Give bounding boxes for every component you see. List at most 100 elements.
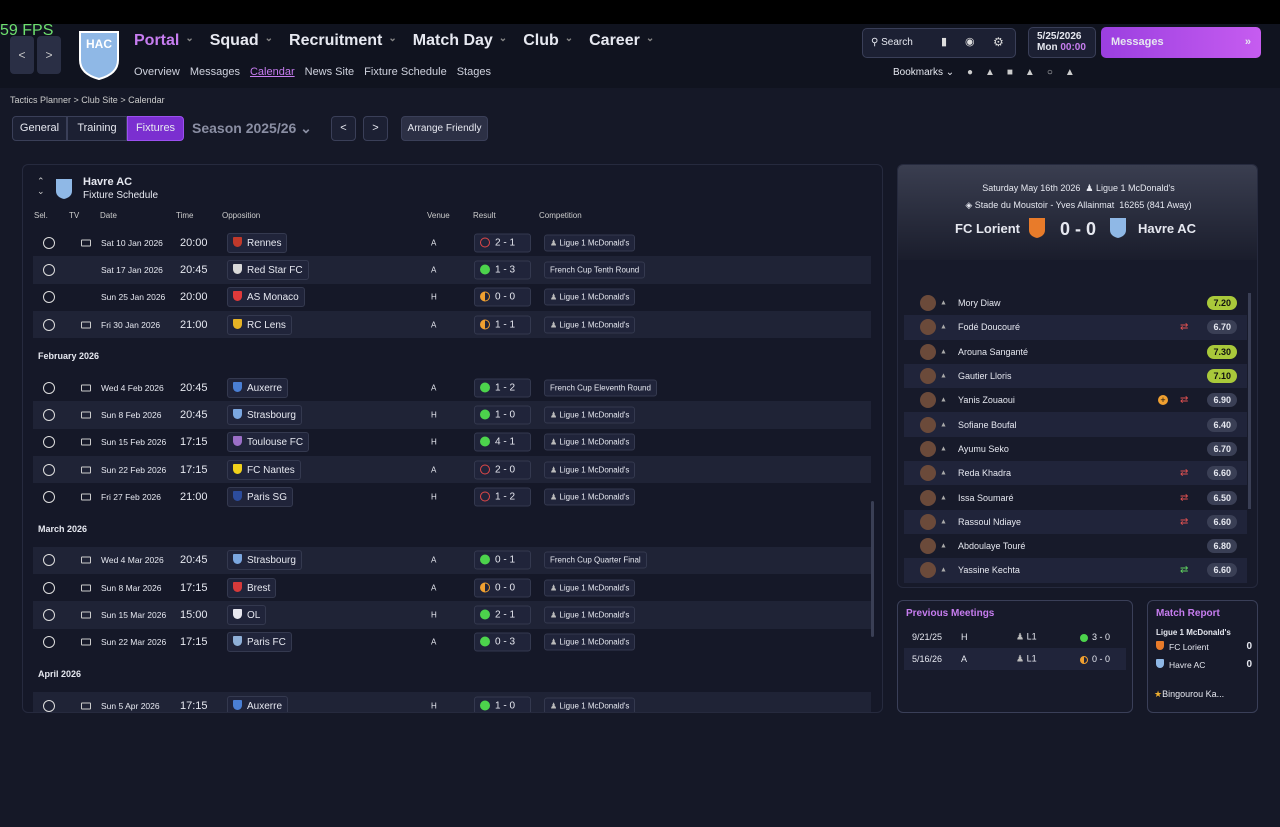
bookmark-button[interactable]: ▮ [941, 36, 948, 48]
select-radio[interactable] [43, 608, 55, 621]
fixture-row[interactable]: Sun 8 Mar 2026 17:15 Brest A 0 - 0 ♟ Ligue 1 … [33, 574, 871, 601]
subnav-item[interactable]: Messages [189, 66, 240, 78]
nav-item[interactable]: Recruitment [289, 32, 397, 50]
select-radio[interactable] [43, 318, 55, 331]
fixture-row[interactable]: Sun 22 Mar 2026 17:15 Paris FC A 0 - 3 ♟ Ligu… [33, 629, 871, 656]
fixture-row[interactable]: Sun 22 Feb 2026 17:15 FC Nantes A 2 - 0 ♟ Lig… [33, 456, 871, 484]
player-row[interactable]: ▲ Reda Khadra ⇄ 6.60 [904, 461, 1247, 486]
result[interactable]: 2 - 0 [474, 460, 531, 480]
result[interactable]: 1 - 0 [474, 405, 531, 425]
fixture-row[interactable]: Sat 10 Jan 2026 20:00 Rennes A 2 - 1 ♟ Ligue … [33, 229, 871, 256]
nav-item[interactable]: Portal [134, 32, 194, 50]
result[interactable]: 0 - 0 [474, 287, 531, 307]
fixture-row[interactable]: Sun 5 Apr 2026 17:15 Auxerre H 1 - 0 ♟ Ligue … [33, 691, 871, 712]
select-radio[interactable] [43, 636, 55, 649]
result[interactable]: 1 - 2 [474, 378, 531, 398]
player-row[interactable]: ▲ Abdoulaye Touré 6.80 [904, 534, 1247, 558]
select-radio[interactable] [43, 436, 55, 449]
select-radio[interactable] [43, 263, 55, 276]
result[interactable]: 1 - 3 [474, 260, 531, 280]
fixture-row[interactable]: Sun 25 Jan 2026 20:00 AS Monaco H 0 - 0 ♟ Lig… [33, 284, 871, 311]
select-radio[interactable] [43, 463, 55, 476]
player-row[interactable]: ▲ Yanis Zouaoui + ⇄ 6.90 [904, 388, 1247, 412]
select-radio[interactable] [43, 409, 55, 422]
settings-button[interactable]: ⚙ [993, 35, 1004, 49]
meeting-row[interactable]: 5/16/26 A ♟ L1 0 - 0 [904, 648, 1126, 670]
date-box[interactable]: 5/25/2026 Mon 00:00 [1028, 27, 1096, 58]
opposition[interactable]: Auxerre [227, 377, 289, 398]
opposition[interactable]: AS Monaco [227, 287, 305, 308]
result[interactable]: 1 - 0 [474, 696, 531, 712]
opposition[interactable]: Paris SG [227, 487, 294, 508]
fixture-row[interactable]: Sun 8 Feb 2026 20:45 Strasbourg H 1 - 0 ♟ Lig… [33, 401, 871, 429]
select-radio[interactable] [43, 491, 55, 504]
breadcrumb-item[interactable]: Club Site [81, 95, 118, 105]
subnav-item[interactable]: Fixture Schedule [364, 66, 447, 78]
opposition[interactable]: RC Lens [227, 314, 292, 335]
player-row[interactable]: ▲ Mory Diaw 7.20 [904, 291, 1247, 315]
player-row[interactable]: ▲ Yassine Kechta ⇄ 6.60 [904, 558, 1247, 583]
opposition[interactable]: FC Nantes [227, 459, 301, 480]
select-radio[interactable] [43, 381, 55, 394]
select-radio[interactable] [43, 581, 55, 594]
breadcrumb-item[interactable]: Tactics Planner [10, 95, 72, 105]
subnav-item[interactable]: News Site [304, 66, 355, 78]
messages-button[interactable]: Messages» [1101, 27, 1261, 58]
search-button[interactable]: ⚲ Search [871, 37, 913, 48]
opposition[interactable]: Brest [227, 577, 277, 598]
select-radio[interactable] [43, 554, 55, 567]
tab[interactable]: General [12, 116, 67, 141]
player-row[interactable]: ▲ Ayumu Seko 6.70 [904, 437, 1247, 461]
prev-season[interactable]: < [331, 116, 356, 141]
player-row[interactable]: ▲ Rassoul Ndiaye ⇄ 6.60 [904, 509, 1247, 534]
nav-item[interactable]: Match Day [413, 32, 507, 50]
forward-button[interactable]: > [37, 36, 61, 74]
player-row[interactable]: ▲ Sofiane Boufal 6.40 [904, 412, 1247, 437]
opposition[interactable]: Auxerre [227, 695, 289, 712]
nav-item[interactable]: Club [523, 32, 573, 50]
result[interactable]: 1 - 2 [474, 487, 531, 507]
nav-item[interactable]: Squad [210, 32, 273, 50]
player-row[interactable]: ▲ Issa Soumaré ⇄ 6.50 [904, 485, 1247, 509]
back-button[interactable]: < [10, 36, 34, 74]
fixture-row[interactable]: Wed 4 Feb 2026 20:45 Auxerre A 1 - 2 French C… [33, 374, 871, 401]
result[interactable]: 4 - 1 [474, 432, 531, 452]
player-row[interactable]: ▲ Arouna Sanganté 7.30 [904, 340, 1247, 364]
club-button[interactable]: ◉ [965, 36, 975, 48]
nav-item[interactable]: Career [589, 32, 654, 50]
result[interactable]: 0 - 3 [474, 632, 531, 652]
opposition[interactable]: Rennes [227, 232, 288, 253]
opposition[interactable]: Strasbourg [227, 550, 302, 571]
result[interactable]: 0 - 0 [474, 578, 531, 598]
player-row[interactable]: ▲ Gautier Lloris 7.10 [904, 363, 1247, 389]
subnav-item[interactable]: Stages [456, 66, 491, 78]
opposition[interactable]: Strasbourg [227, 405, 302, 426]
select-radio[interactable] [43, 291, 55, 304]
collapse[interactable]: ⌃ ⌄ [37, 176, 45, 196]
tab[interactable]: Fixtures [127, 116, 184, 141]
fixture-row[interactable]: Wed 4 Mar 2026 20:45 Strasbourg A 0 - 1 Frenc… [33, 546, 871, 574]
fixture-row[interactable]: Sat 17 Jan 2026 20:45 Red Star FC A 1 - 3 Fre… [33, 256, 871, 284]
tab[interactable]: Training [67, 116, 127, 141]
result[interactable]: 2 - 1 [474, 233, 531, 253]
select-radio[interactable] [43, 236, 55, 249]
fixture-row[interactable]: Fri 30 Jan 2026 21:00 RC Lens A 1 - 1 ♟ Ligue… [33, 310, 871, 339]
fixture-row[interactable]: Fri 27 Feb 2026 21:00 Paris SG H 1 - 2 ♟ Ligu… [33, 483, 871, 510]
season-selector[interactable]: Season 2025/26 ⌄ [192, 120, 312, 136]
opposition[interactable]: Red Star FC [227, 259, 309, 280]
next-season[interactable]: > [363, 116, 388, 141]
result[interactable]: 0 - 1 [474, 550, 531, 570]
result[interactable]: 1 - 1 [474, 315, 531, 335]
meeting-row[interactable]: 9/21/25 H ♟ L1 3 - 0 [904, 626, 1126, 648]
opposition[interactable]: Toulouse FC [227, 432, 310, 453]
fixture-row[interactable]: Sun 15 Feb 2026 17:15 Toulouse FC H 4 - 1 ♟ L… [33, 429, 871, 456]
opposition[interactable]: Paris FC [227, 632, 292, 653]
bookmarks-menu[interactable]: Bookmarks ⌄ ●▲■▲○▲ [893, 67, 1087, 78]
arrange-friendly[interactable]: Arrange Friendly [401, 116, 488, 141]
player-row[interactable]: ▲ Fodé Doucouré ⇄ 6.70 [904, 315, 1247, 340]
breadcrumb-item[interactable]: Calendar [128, 95, 165, 105]
subnav-item[interactable]: Overview [134, 66, 180, 78]
result[interactable]: 2 - 1 [474, 605, 531, 625]
opposition[interactable]: OL [227, 604, 267, 625]
subnav-item[interactable]: Calendar [249, 66, 295, 78]
